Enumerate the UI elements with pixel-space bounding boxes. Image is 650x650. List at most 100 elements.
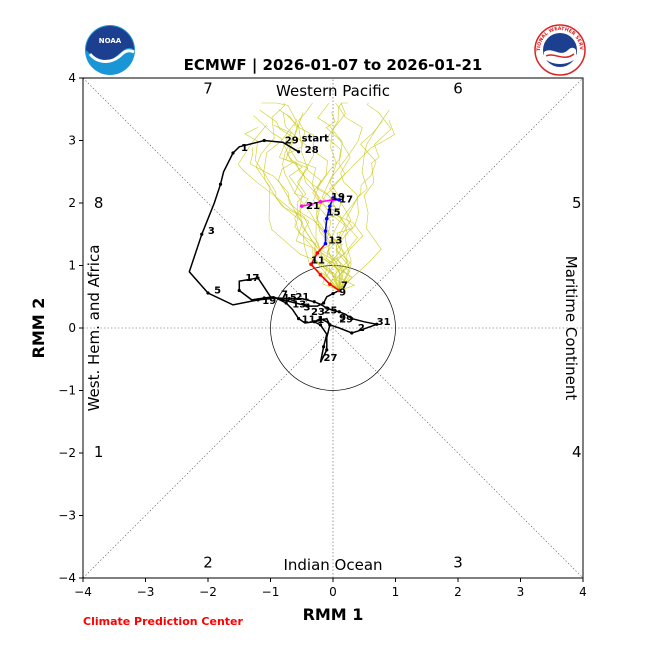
forecast-point (323, 229, 328, 233)
ensemble-member-line (255, 102, 340, 291)
observed-point (337, 310, 341, 314)
observed-point (287, 297, 291, 301)
observed-point (218, 182, 223, 186)
ensemble-member-line (273, 124, 340, 291)
ensemble-member-line (326, 120, 383, 291)
forecast-point (318, 273, 323, 277)
phase-label: 1 (94, 443, 104, 461)
nws-logo: NATIONAL WEATHER SERVICE (534, 24, 586, 76)
forecast-day-label: 19 (331, 192, 345, 203)
x-tick-label: −3 (137, 585, 155, 599)
forecast-day-label: 13 (329, 236, 343, 247)
observed-point (237, 288, 241, 293)
forecast-segment (310, 263, 322, 276)
forecast-day-label: 9 (339, 287, 346, 298)
y-tick-label: 4 (68, 71, 76, 85)
forecast-point (328, 204, 332, 208)
ensemble-layer (237, 102, 395, 291)
forecast-segment (320, 199, 334, 203)
grid-layer (82, 77, 584, 579)
phase-label: 5 (572, 194, 582, 212)
ensemble-member-line (339, 102, 392, 291)
y-tick-label: −4 (58, 571, 76, 585)
region-label-left: West. Hem. and Africa (85, 245, 103, 412)
region-label-bottom: Indian Ocean (283, 556, 382, 574)
observed-day-label: 5 (214, 286, 221, 297)
observed-point (318, 323, 323, 327)
x-tick-label: −1 (262, 585, 280, 599)
diagonal-line-falling (82, 77, 584, 579)
forecast-point (328, 282, 332, 287)
observed-day-label: 21 (295, 292, 309, 303)
phase-label: 6 (453, 80, 463, 98)
observed-point (262, 296, 266, 300)
ensemble-member-line (329, 109, 390, 291)
noaa-logo-text: NOAA (99, 37, 122, 45)
observed-point (331, 292, 335, 296)
ensemble-member-line (294, 119, 341, 291)
y-axis-label: RMM 2 (29, 298, 48, 359)
observed-day-label: 2 (358, 323, 365, 334)
forecast-point (299, 204, 304, 208)
y-tick-label: 3 (68, 134, 76, 148)
footer-credit: Climate Prediction Center (83, 615, 243, 628)
forecast-point (309, 262, 313, 267)
observed-point (350, 317, 354, 321)
observed-day-label: 3 (208, 226, 215, 237)
x-tick-label: 2 (454, 585, 462, 599)
observed-point (325, 348, 329, 352)
observed-point (297, 150, 301, 154)
observed-point (312, 320, 316, 324)
forecast-point (324, 216, 329, 221)
x-tick-label: −4 (74, 585, 92, 599)
forecast-segment (324, 218, 328, 232)
ensemble-member-line (316, 102, 346, 291)
observed-day-label: 7 (281, 289, 288, 300)
observed-day-label: 9 (339, 313, 346, 324)
observed-day-label: start (302, 134, 329, 145)
region-label-right: Maritime Continent (562, 256, 580, 401)
observed-point (312, 300, 316, 304)
x-tick-label: 1 (392, 585, 400, 599)
phase-label: 3 (453, 553, 463, 571)
observed-day-label: 31 (377, 317, 391, 328)
forecast-point (309, 202, 313, 207)
ensemble-member-line (321, 102, 363, 291)
forecast-day-label: 21 (306, 201, 320, 212)
phase-label: 4 (572, 443, 582, 461)
forecast-day-label: 15 (327, 207, 341, 218)
observed-day-label: 19 (262, 296, 276, 307)
y-tick-label: −3 (58, 509, 76, 523)
observed-point (284, 301, 288, 305)
observed-point (318, 317, 323, 321)
y-tick-label: −1 (58, 384, 76, 398)
forecast-segment (316, 243, 327, 254)
observed-day-label: 28 (305, 145, 319, 156)
observed-point (375, 322, 379, 326)
observed-day-label: 29 (339, 314, 353, 325)
y-tick-label: 0 (68, 321, 76, 335)
forecast-day-label: 11 (311, 256, 325, 267)
observed-day-label: 29 (285, 136, 299, 147)
ensemble-member-line (295, 161, 350, 291)
observed-trajectory-line (188, 139, 380, 363)
forecast-segment (310, 252, 319, 265)
observed-layer (188, 138, 380, 363)
observed-point (262, 138, 266, 143)
x-tick-label: 4 (579, 585, 587, 599)
forecast-layer (299, 196, 342, 293)
observed-day-label: 15 (283, 293, 297, 304)
observed-point (306, 304, 310, 308)
observed-point (325, 306, 329, 310)
chart-title: ECMWF | 2026-01-07 to 2026-01-21 (184, 56, 483, 75)
observed-point (256, 298, 260, 302)
ensemble-member-line (326, 102, 352, 291)
forecast-day-label: 17 (339, 194, 353, 205)
observed-day-label: 23 (311, 307, 325, 318)
observed-day-label: 11 (302, 314, 316, 325)
observed-day-label: 17 (245, 273, 259, 284)
observed-day-label: 3 (304, 302, 311, 313)
observed-day-label: 13 (292, 299, 306, 310)
